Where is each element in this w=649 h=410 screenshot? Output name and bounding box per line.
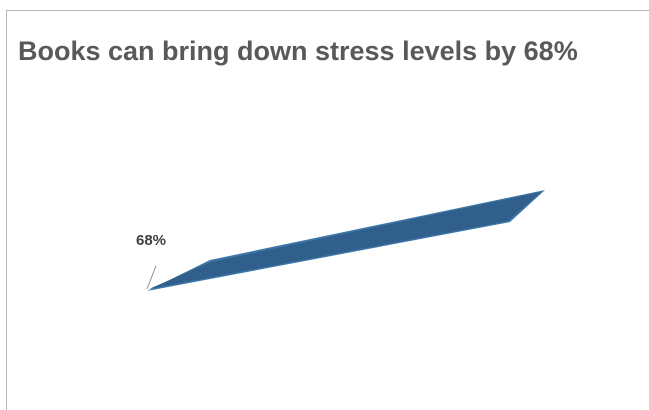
pie-slice-68 [149, 192, 541, 289]
data-label: 68% [136, 232, 166, 249]
chart-plot: 68% [136, 190, 545, 291]
pie-slices [147, 190, 545, 291]
data-label-leader-line [146, 265, 157, 290]
chart-title: Books can bring down stress levels by 68… [18, 36, 578, 66]
chart-frame [6, 10, 649, 410]
